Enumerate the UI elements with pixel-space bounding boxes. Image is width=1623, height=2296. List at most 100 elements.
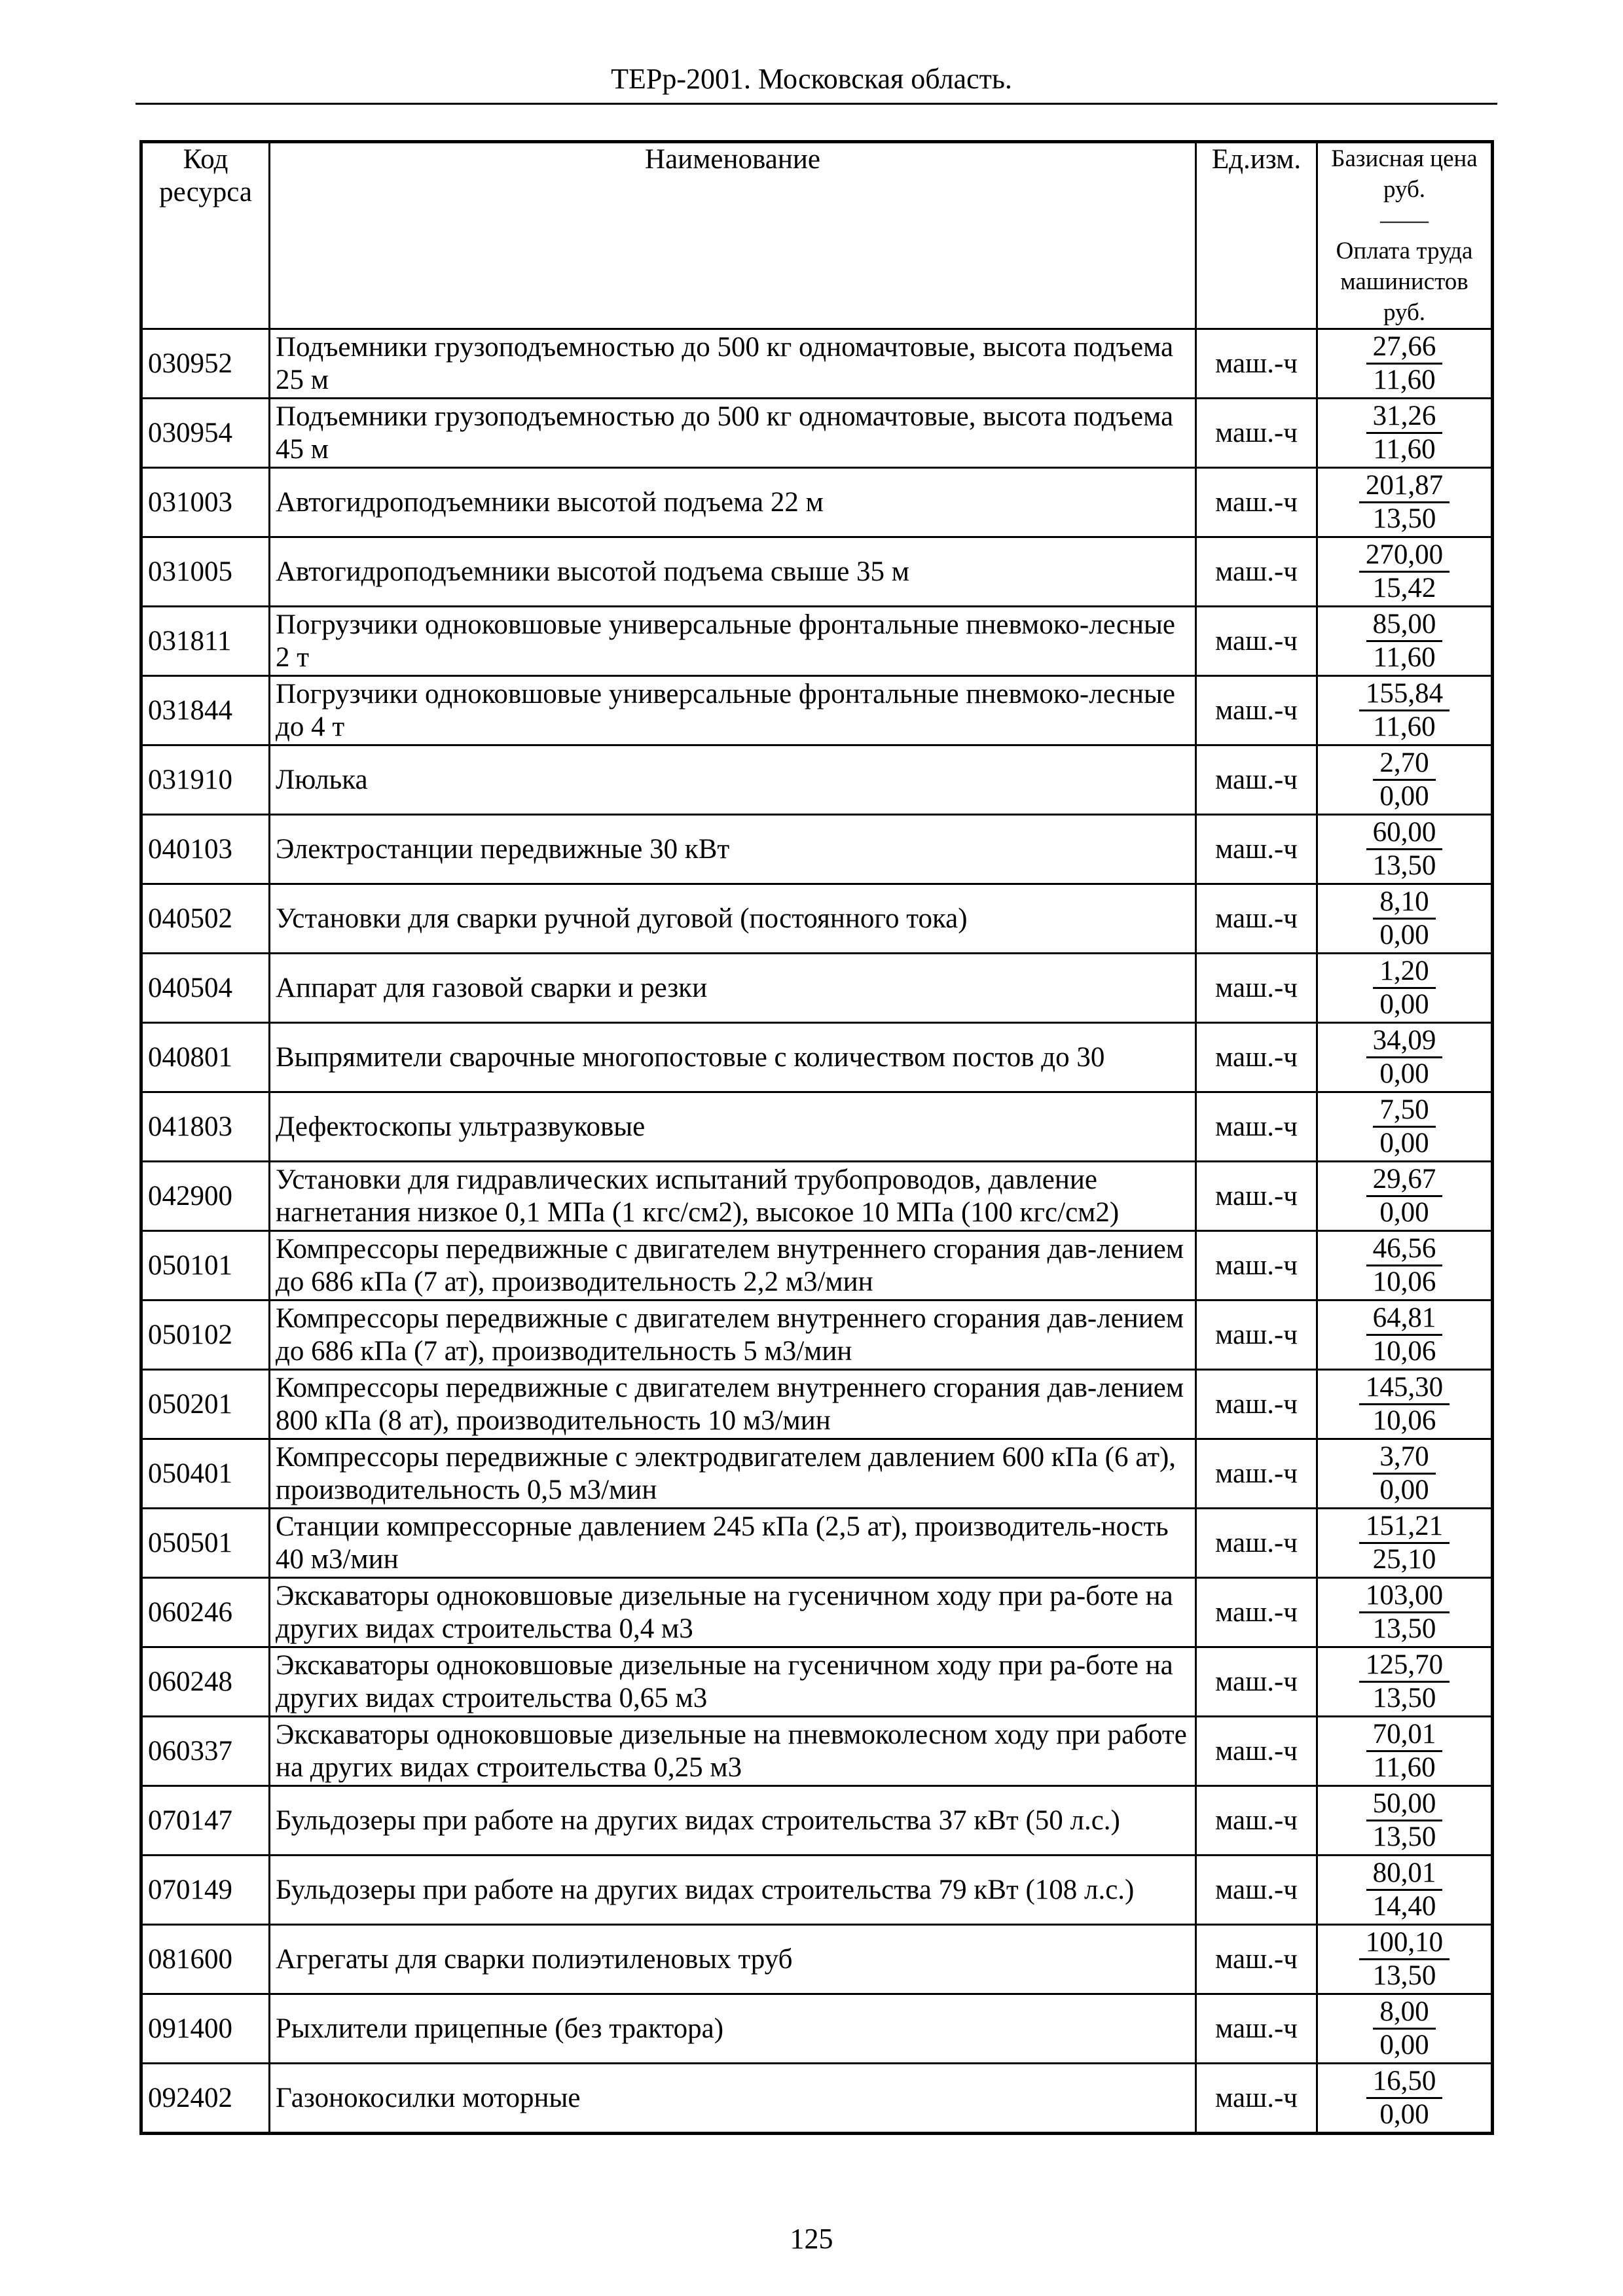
table-row: 081600 Агрегаты для сварки полиэтиленовы…: [140, 1924, 1493, 1995]
resource-name: Автогидроподъемники высотой подъема свыш…: [268, 536, 1197, 607]
table-row: 042900 Установки для гидравлических испы…: [140, 1160, 1493, 1232]
resource-code: 041803: [140, 1091, 270, 1162]
operator-labor: 13,50: [1372, 850, 1436, 881]
price-cell: 2,70 0,00: [1316, 744, 1493, 816]
header-rule: [136, 103, 1497, 105]
price-cell: 46,56 10,06: [1316, 1230, 1493, 1301]
operator-labor: 13,50: [1372, 1821, 1436, 1852]
price-cell: 16,50 0,00: [1316, 2062, 1493, 2134]
unit: маш.-ч: [1195, 397, 1318, 469]
resource-name: Компрессоры передвижные с двигателем вну…: [268, 1369, 1197, 1440]
price-pair: 145,30 10,06: [1359, 1372, 1450, 1437]
price-cell: 100,10 13,50: [1316, 1924, 1493, 1995]
price-cell: 29,67 0,00: [1316, 1160, 1493, 1232]
base-price: 8,10: [1373, 886, 1436, 920]
table-row: 070147 Бульдозеры при работе на других в…: [140, 1785, 1493, 1856]
price-pair: 8,10 0,00: [1373, 886, 1436, 951]
unit: маш.-ч: [1195, 2062, 1318, 2134]
price-pair: 50,00 13,50: [1366, 1788, 1443, 1853]
table-row: 040103 Электростанции передвижные 30 кВт…: [140, 814, 1493, 885]
resource-name: Выпрямители сварочные многопостовые с ко…: [268, 1022, 1197, 1093]
resource-name: Электростанции передвижные 30 кВт: [268, 814, 1197, 885]
base-price: 85,00: [1366, 609, 1443, 642]
resource-code: 031811: [140, 605, 270, 677]
operator-labor: 13,50: [1372, 1960, 1436, 1991]
price-cell: 85,00 11,60: [1316, 605, 1493, 677]
operator-labor: 0,00: [1379, 1196, 1429, 1228]
col-price-sep: ——: [1380, 207, 1429, 234]
resource-code: 042900: [140, 1160, 270, 1232]
operator-labor: 0,00: [1379, 1474, 1429, 1505]
price-pair: 16,50 0,00: [1366, 2066, 1443, 2130]
base-price: 151,21: [1359, 1511, 1450, 1544]
price-cell: 3,70 0,00: [1316, 1438, 1493, 1509]
unit: маш.-ч: [1195, 675, 1318, 746]
unit: маш.-ч: [1195, 1230, 1318, 1301]
resource-code: 031910: [140, 744, 270, 816]
price-pair: 103,00 13,50: [1359, 1580, 1450, 1645]
resource-name: Аппарат для газовой сварки и резки: [268, 952, 1197, 1024]
base-price: 1,20: [1373, 956, 1436, 989]
col-code: Код ресурса: [140, 141, 270, 330]
resource-name: Агрегаты для сварки полиэтиленовых труб: [268, 1924, 1197, 1995]
unit: маш.-ч: [1195, 814, 1318, 885]
resource-code: 060246: [140, 1577, 270, 1648]
operator-labor: 10,06: [1372, 1335, 1436, 1367]
unit: маш.-ч: [1195, 328, 1318, 399]
resource-name: Дефектоскопы ультразвуковые: [268, 1091, 1197, 1162]
base-price: 46,56: [1366, 1233, 1443, 1266]
price-pair: 155,84 11,60: [1359, 678, 1450, 743]
unit: маш.-ч: [1195, 1715, 1318, 1787]
resource-code: 040502: [140, 883, 270, 954]
resource-code: 070147: [140, 1785, 270, 1856]
base-price: 103,00: [1359, 1580, 1450, 1613]
unit: маш.-ч: [1195, 1646, 1318, 1717]
col-name: Наименование: [268, 141, 1197, 330]
table-row: 050101 Компрессоры передвижные с двигате…: [140, 1230, 1493, 1301]
price-pair: 8,00 0,00: [1373, 1996, 1436, 2061]
unit: маш.-ч: [1195, 1022, 1318, 1093]
base-price: 145,30: [1359, 1372, 1450, 1405]
price-pair: 85,00 11,60: [1366, 609, 1443, 673]
operator-labor: 11,60: [1373, 433, 1436, 465]
unit: маш.-ч: [1195, 1993, 1318, 2064]
unit: маш.-ч: [1195, 1299, 1318, 1371]
col-price: Базисная цена руб. —— Оплата труда машин…: [1316, 141, 1493, 330]
price-cell: 145,30 10,06: [1316, 1369, 1493, 1440]
resource-name: Компрессоры передвижные с электродвигате…: [268, 1438, 1197, 1509]
table-row: 091400 Рыхлители прицепные (без трактора…: [140, 1993, 1493, 2064]
operator-labor: 10,06: [1372, 1266, 1436, 1297]
operator-labor: 13,50: [1372, 1682, 1436, 1713]
base-price: 80,01: [1366, 1857, 1443, 1891]
table-row: 060246 Экскаваторы одноковшовые дизельны…: [140, 1577, 1493, 1648]
table-row: 031005 Автогидроподъемники высотой подъе…: [140, 536, 1493, 607]
resource-name: Погрузчики одноковшовые универсальные фр…: [268, 605, 1197, 677]
unit: маш.-ч: [1195, 952, 1318, 1024]
table-row: 060337 Экскаваторы одноковшовые дизельны…: [140, 1715, 1493, 1787]
table-row: 070149 Бульдозеры при работе на других в…: [140, 1854, 1493, 1926]
resource-name: Подъемники грузоподъемностью до 500 кг о…: [268, 328, 1197, 399]
price-pair: 201,87 13,50: [1359, 470, 1450, 535]
price-pair: 80,01 14,40: [1366, 1857, 1443, 1922]
operator-labor: 11,60: [1373, 641, 1436, 673]
unit: маш.-ч: [1195, 1854, 1318, 1926]
price-cell: 70,01 11,60: [1316, 1715, 1493, 1787]
price-pair: 7,50 0,00: [1373, 1094, 1436, 1159]
base-price: 16,50: [1366, 2066, 1443, 2099]
operator-labor: 0,00: [1379, 1058, 1429, 1089]
price-cell: 8,00 0,00: [1316, 1993, 1493, 2064]
price-cell: 8,10 0,00: [1316, 883, 1493, 954]
resource-code: 092402: [140, 2062, 270, 2134]
base-price: 29,67: [1366, 1164, 1443, 1197]
table-row: 040502 Установки для сварки ручной дугов…: [140, 883, 1493, 954]
operator-labor: 15,42: [1372, 572, 1436, 603]
price-pair: 1,20 0,00: [1373, 956, 1436, 1020]
table-row: 040504 Аппарат для газовой сварки и резк…: [140, 952, 1493, 1024]
table-row: 050201 Компрессоры передвижные с двигате…: [140, 1369, 1493, 1440]
unit: маш.-ч: [1195, 1577, 1318, 1648]
resource-name: Станции компрессорные давлением 245 кПа …: [268, 1507, 1197, 1579]
resource-code: 060337: [140, 1715, 270, 1787]
table-row: 041803 Дефектоскопы ультразвуковые маш.-…: [140, 1091, 1493, 1162]
resource-name: Газонокосилки моторные: [268, 2062, 1197, 2134]
unit: маш.-ч: [1195, 467, 1318, 538]
